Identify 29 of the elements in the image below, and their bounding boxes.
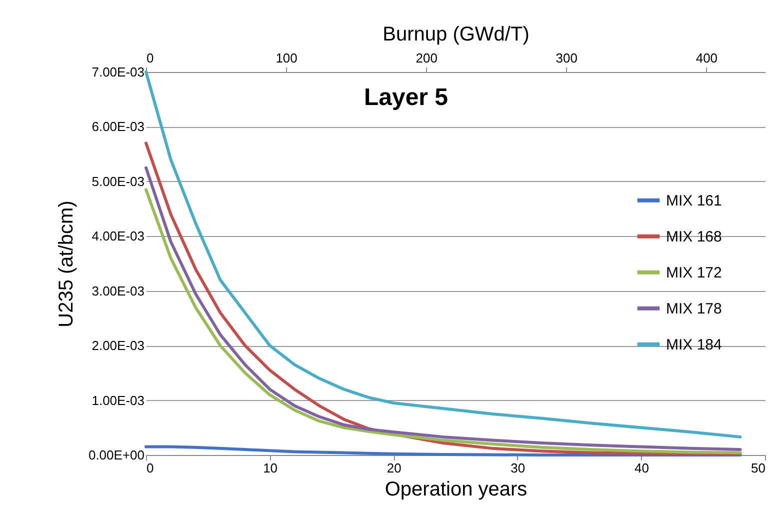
x-tick-label: 40 xyxy=(634,460,649,476)
x-tick-label: 50 xyxy=(751,460,766,476)
y-tick-label: 5.00E-03 xyxy=(92,174,144,189)
x2-tick-label: 200 xyxy=(416,50,438,66)
y-tick-label: 0.00E+00 xyxy=(88,448,144,462)
legend-label: MIX 184 xyxy=(666,336,722,354)
legend-label: MIX 161 xyxy=(666,192,722,210)
text: Layer 5 xyxy=(364,84,448,111)
x-tick-label: 0 xyxy=(146,460,154,476)
legend-label: MIX 172 xyxy=(666,264,722,282)
x2-axis-title: Burnup (GWd/T) xyxy=(382,24,530,46)
y-tick-label: 6.00E-03 xyxy=(92,119,144,134)
legend-label: MIX 168 xyxy=(666,228,722,246)
x-tick-label: 10 xyxy=(263,460,278,476)
x2-tick-label: 400 xyxy=(696,50,718,66)
y-tick-label: 1.00E-03 xyxy=(92,392,144,408)
x-tick-label: 30 xyxy=(510,460,526,476)
y-axis-title: U235 (at/bcm) xyxy=(55,200,78,328)
legend-label: MIX 178 xyxy=(666,300,722,318)
line-series xyxy=(144,70,742,438)
x-tick-label: 20 xyxy=(386,460,402,476)
x2-tick-label: 0 xyxy=(146,50,154,66)
y-tick-label: 7.00E-03 xyxy=(92,64,144,80)
y-tick-label: 3.00E-03 xyxy=(92,283,144,298)
y-tick-label: 4.00E-03 xyxy=(92,228,144,244)
x2-tick-label: 300 xyxy=(556,50,578,66)
x-axis-title: Operation years xyxy=(384,478,528,500)
x2-tick-label: 100 xyxy=(276,50,298,66)
y-tick-label: 2.00E-03 xyxy=(92,338,144,354)
